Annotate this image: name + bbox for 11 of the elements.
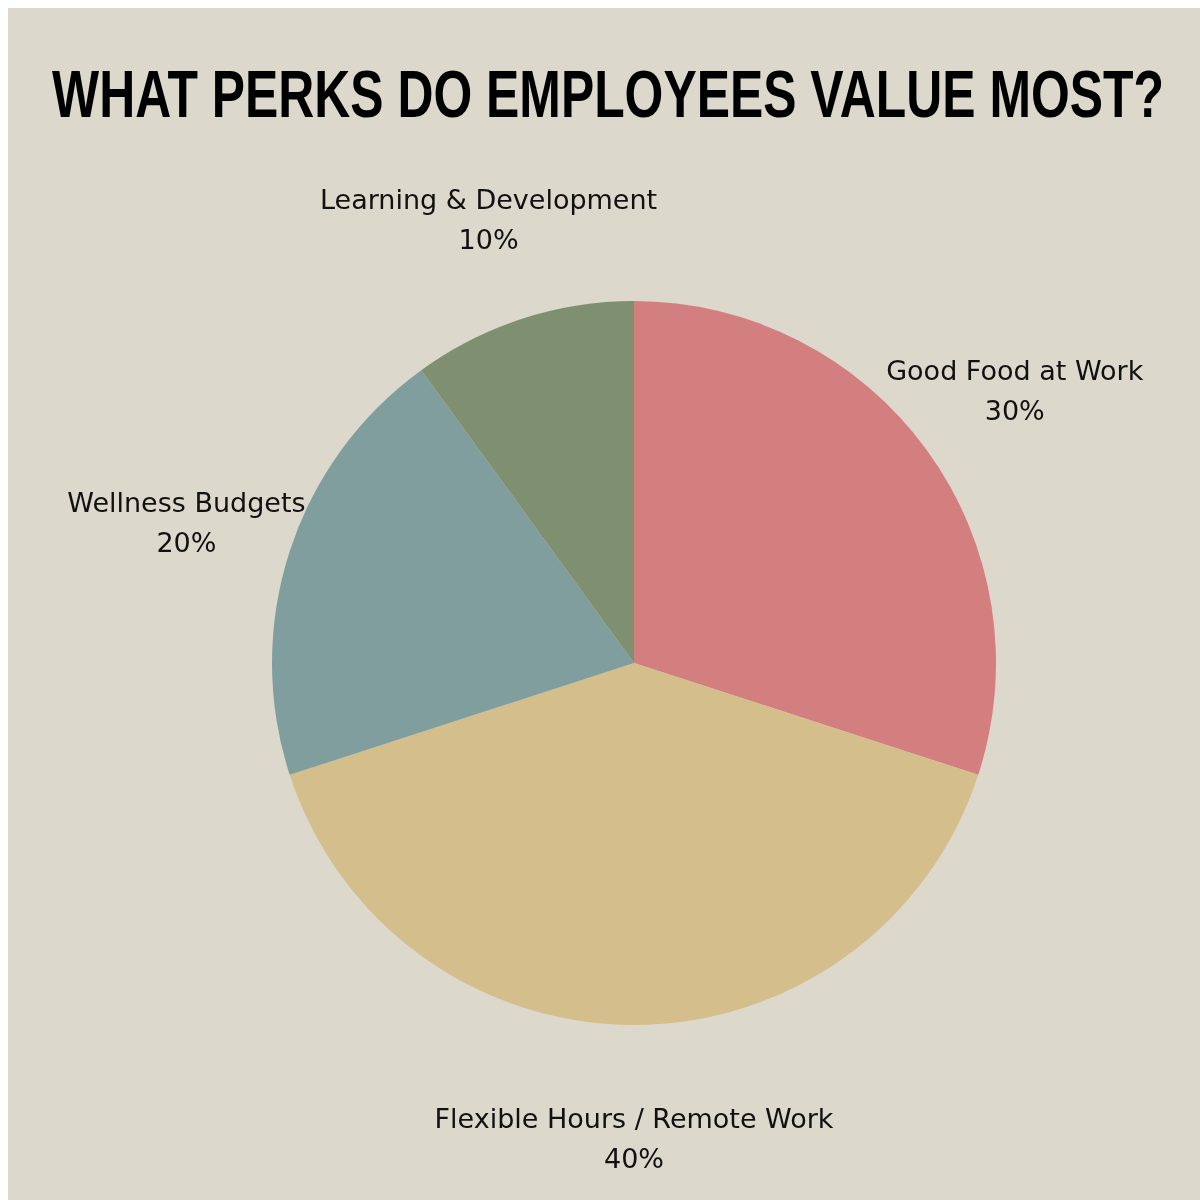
data-label: 40% [603,1142,665,1174]
data-label: 30% [984,395,1045,427]
data-label: 10% [458,224,519,256]
slice-label: Flexible Hours / Remote Work [434,1102,834,1134]
slice-label: Good Food at Work [886,355,1144,387]
data-label: 20% [156,526,217,558]
pie-slice [289,663,979,1025]
pie-slice [421,301,634,663]
slice-label: Wellness Budgets [67,486,306,518]
chart-title: WHAT PERKS DO EMPLOYEES VALUE MOST? [52,57,1164,131]
slice-label: Learning & Development [319,184,658,216]
